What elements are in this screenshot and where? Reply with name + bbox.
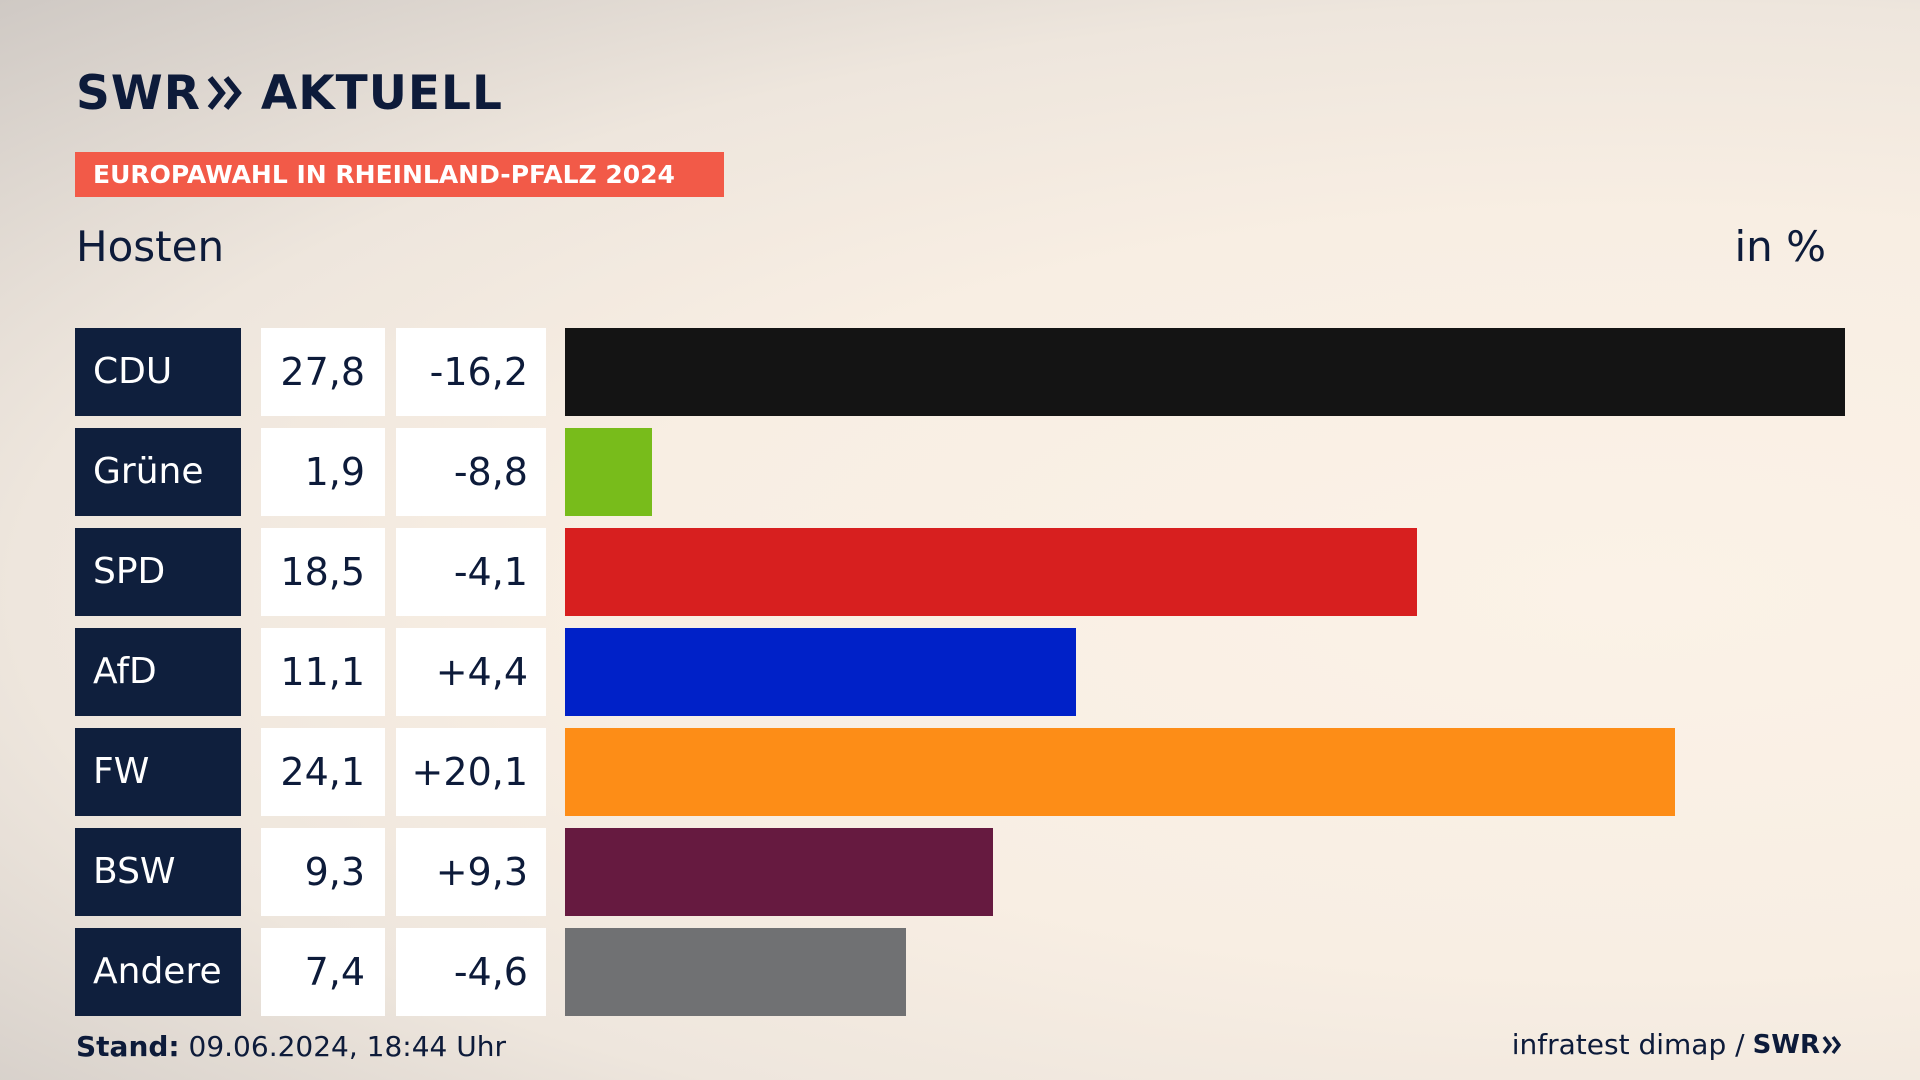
- change-value: -8,8: [396, 428, 546, 516]
- vote-share-value: 11,1: [261, 628, 385, 716]
- result-bar: [565, 628, 1076, 716]
- vote-share-value: 9,3: [261, 828, 385, 916]
- logo-swr-text: SWR: [76, 65, 201, 121]
- party-label: Grüne: [75, 428, 241, 516]
- vote-share-value: 18,5: [261, 528, 385, 616]
- change-value: -4,6: [396, 928, 546, 1016]
- result-bar: [565, 728, 1675, 816]
- double-chevron-icon: [207, 76, 242, 110]
- result-bar: [565, 428, 652, 516]
- change-value: -4,1: [396, 528, 546, 616]
- result-bar: [565, 928, 906, 1016]
- change-value: +20,1: [396, 728, 546, 816]
- party-label: AfD: [75, 628, 241, 716]
- change-value: -16,2: [396, 328, 546, 416]
- source-swr-logo: SWR: [1752, 1029, 1820, 1060]
- result-bar: [565, 328, 1845, 416]
- region-title: Hosten: [76, 222, 225, 271]
- unit-label: in %: [1734, 222, 1826, 271]
- stand-value: 09.06.2024, 18:44 Uhr: [188, 1030, 506, 1063]
- party-label: Andere: [75, 928, 241, 1016]
- party-label: FW: [75, 728, 241, 816]
- vote-share-value: 1,9: [261, 428, 385, 516]
- result-bar: [565, 828, 993, 916]
- vote-share-value: 24,1: [261, 728, 385, 816]
- footer-timestamp: Stand: 09.06.2024, 18:44 Uhr: [76, 1030, 506, 1063]
- footer-source: infratest dimap / SWR: [1512, 1028, 1844, 1061]
- stand-label: Stand:: [76, 1030, 180, 1063]
- result-bar: [565, 528, 1417, 616]
- change-value: +4,4: [396, 628, 546, 716]
- logo-aktuell-text: AKTUELL: [260, 65, 503, 121]
- change-value: +9,3: [396, 828, 546, 916]
- swr-aktuell-logo: SWR AKTUELL: [76, 65, 503, 121]
- party-label: BSW: [75, 828, 241, 916]
- vote-share-value: 27,8: [261, 328, 385, 416]
- party-label: SPD: [75, 528, 241, 616]
- election-banner: EUROPAWAHL IN RHEINLAND-PFALZ 2024: [75, 152, 724, 197]
- source-text: infratest dimap /: [1511, 1028, 1745, 1061]
- party-label: CDU: [75, 328, 241, 416]
- small-double-chevron-icon: [1822, 1035, 1842, 1054]
- vote-share-value: 7,4: [261, 928, 385, 1016]
